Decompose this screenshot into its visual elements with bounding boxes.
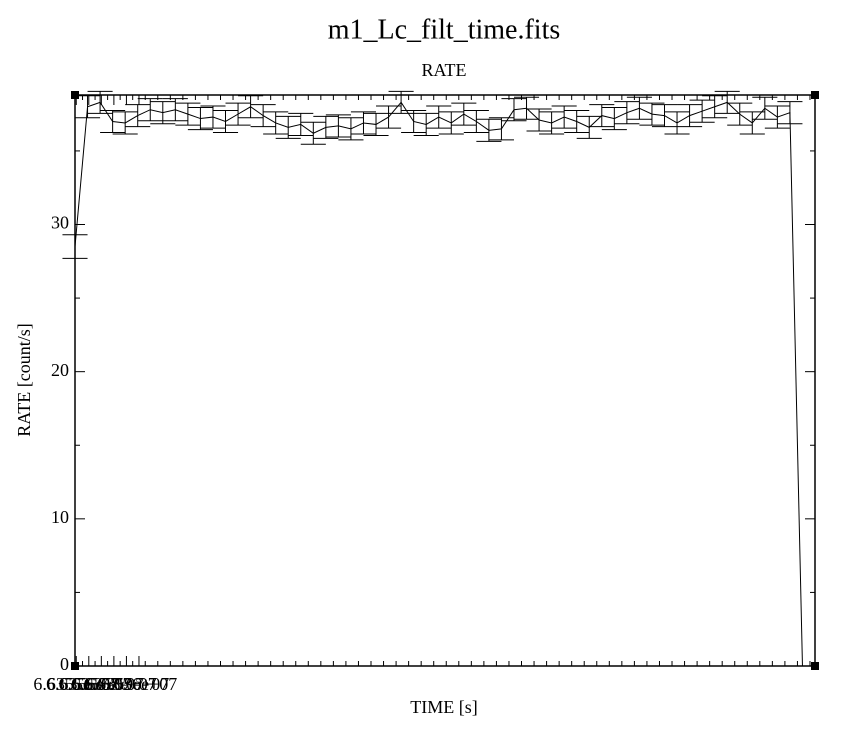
error-bar: [551, 105, 577, 129]
y-tick-label: 10: [51, 507, 69, 527]
error-bar: [601, 107, 627, 131]
y-tick-label: 0: [60, 654, 69, 674]
error-bar: [175, 102, 201, 126]
x-tick-label: 6.6357e+07: [59, 674, 145, 694]
error-bar: [438, 111, 464, 135]
corner-marker: [71, 91, 79, 99]
error-bar: [513, 96, 540, 120]
error-bar: [325, 114, 351, 138]
error-bar: [288, 112, 314, 136]
error-bar: [463, 109, 489, 134]
error-bar: [275, 115, 301, 139]
error-bar: [75, 95, 101, 119]
error-bar: [87, 90, 113, 114]
error-bar: [162, 98, 188, 122]
x-axis-label: TIME [s]: [410, 697, 477, 717]
error-bar: [727, 102, 753, 126]
error-bar: [137, 98, 163, 122]
error-bar: [564, 109, 590, 134]
error-bar: [677, 104, 703, 128]
error-bar: [639, 102, 665, 126]
error-bar: [363, 112, 389, 136]
error-bar: [501, 98, 527, 122]
error-bar: [576, 115, 602, 139]
error-bar: [488, 117, 514, 141]
plot-frame: [74, 94, 816, 667]
error-bar: [526, 108, 552, 132]
error-bar: [702, 95, 728, 119]
error-bar: [539, 111, 565, 135]
y-tick-label: 20: [51, 360, 69, 380]
error-bar: [350, 111, 377, 135]
error-bar: [250, 104, 276, 128]
error-bar: [225, 102, 251, 126]
error-bar: [112, 111, 138, 135]
y-tick-label: 30: [51, 213, 69, 233]
error-bar: [426, 105, 452, 129]
error-bar: [714, 90, 740, 114]
error-bar: [200, 105, 226, 129]
chart-subtitle: RATE: [422, 60, 467, 80]
error-bar: [125, 104, 151, 128]
error-bar: [62, 234, 88, 259]
error-bar: [238, 95, 264, 119]
x-tick-label: 6.6358e+07: [71, 674, 157, 694]
error-bar: [764, 105, 790, 129]
error-bar: [476, 118, 502, 142]
x-tick-label: 6.6355e+07: [33, 674, 119, 694]
error-bar: [614, 101, 640, 125]
x-tick-label: 6.6356e+07: [46, 674, 132, 694]
error-bar: [313, 115, 339, 139]
error-bar: [413, 112, 439, 136]
x-tick-label: 6.636e+07: [101, 674, 178, 694]
error-bar: [212, 109, 239, 134]
error-bar: [401, 109, 427, 134]
error-bar: [589, 104, 615, 128]
y-axis-label: RATE [count/s]: [14, 323, 34, 436]
error-bar: [263, 111, 289, 135]
error-bar: [100, 109, 126, 134]
error-bar: [651, 104, 678, 128]
error-bar: [777, 101, 803, 125]
data-line: [74, 101, 803, 667]
error-bar: [300, 121, 326, 145]
error-bar: [338, 117, 364, 141]
error-bar: [664, 111, 690, 135]
error-bar: [451, 102, 477, 126]
error-bar: [689, 99, 715, 123]
error-bar: [187, 107, 213, 131]
error-bar: [752, 96, 778, 120]
error-bar: [150, 101, 176, 125]
chart-title: m1_Lc_filt_time.fits: [328, 14, 561, 45]
error-bar: [626, 96, 652, 120]
error-bar: [739, 111, 765, 135]
corner-marker: [811, 91, 819, 99]
error-bar: [388, 90, 414, 114]
x-tick-label: 6.6359e+07: [84, 674, 170, 694]
error-bar: [376, 105, 402, 129]
